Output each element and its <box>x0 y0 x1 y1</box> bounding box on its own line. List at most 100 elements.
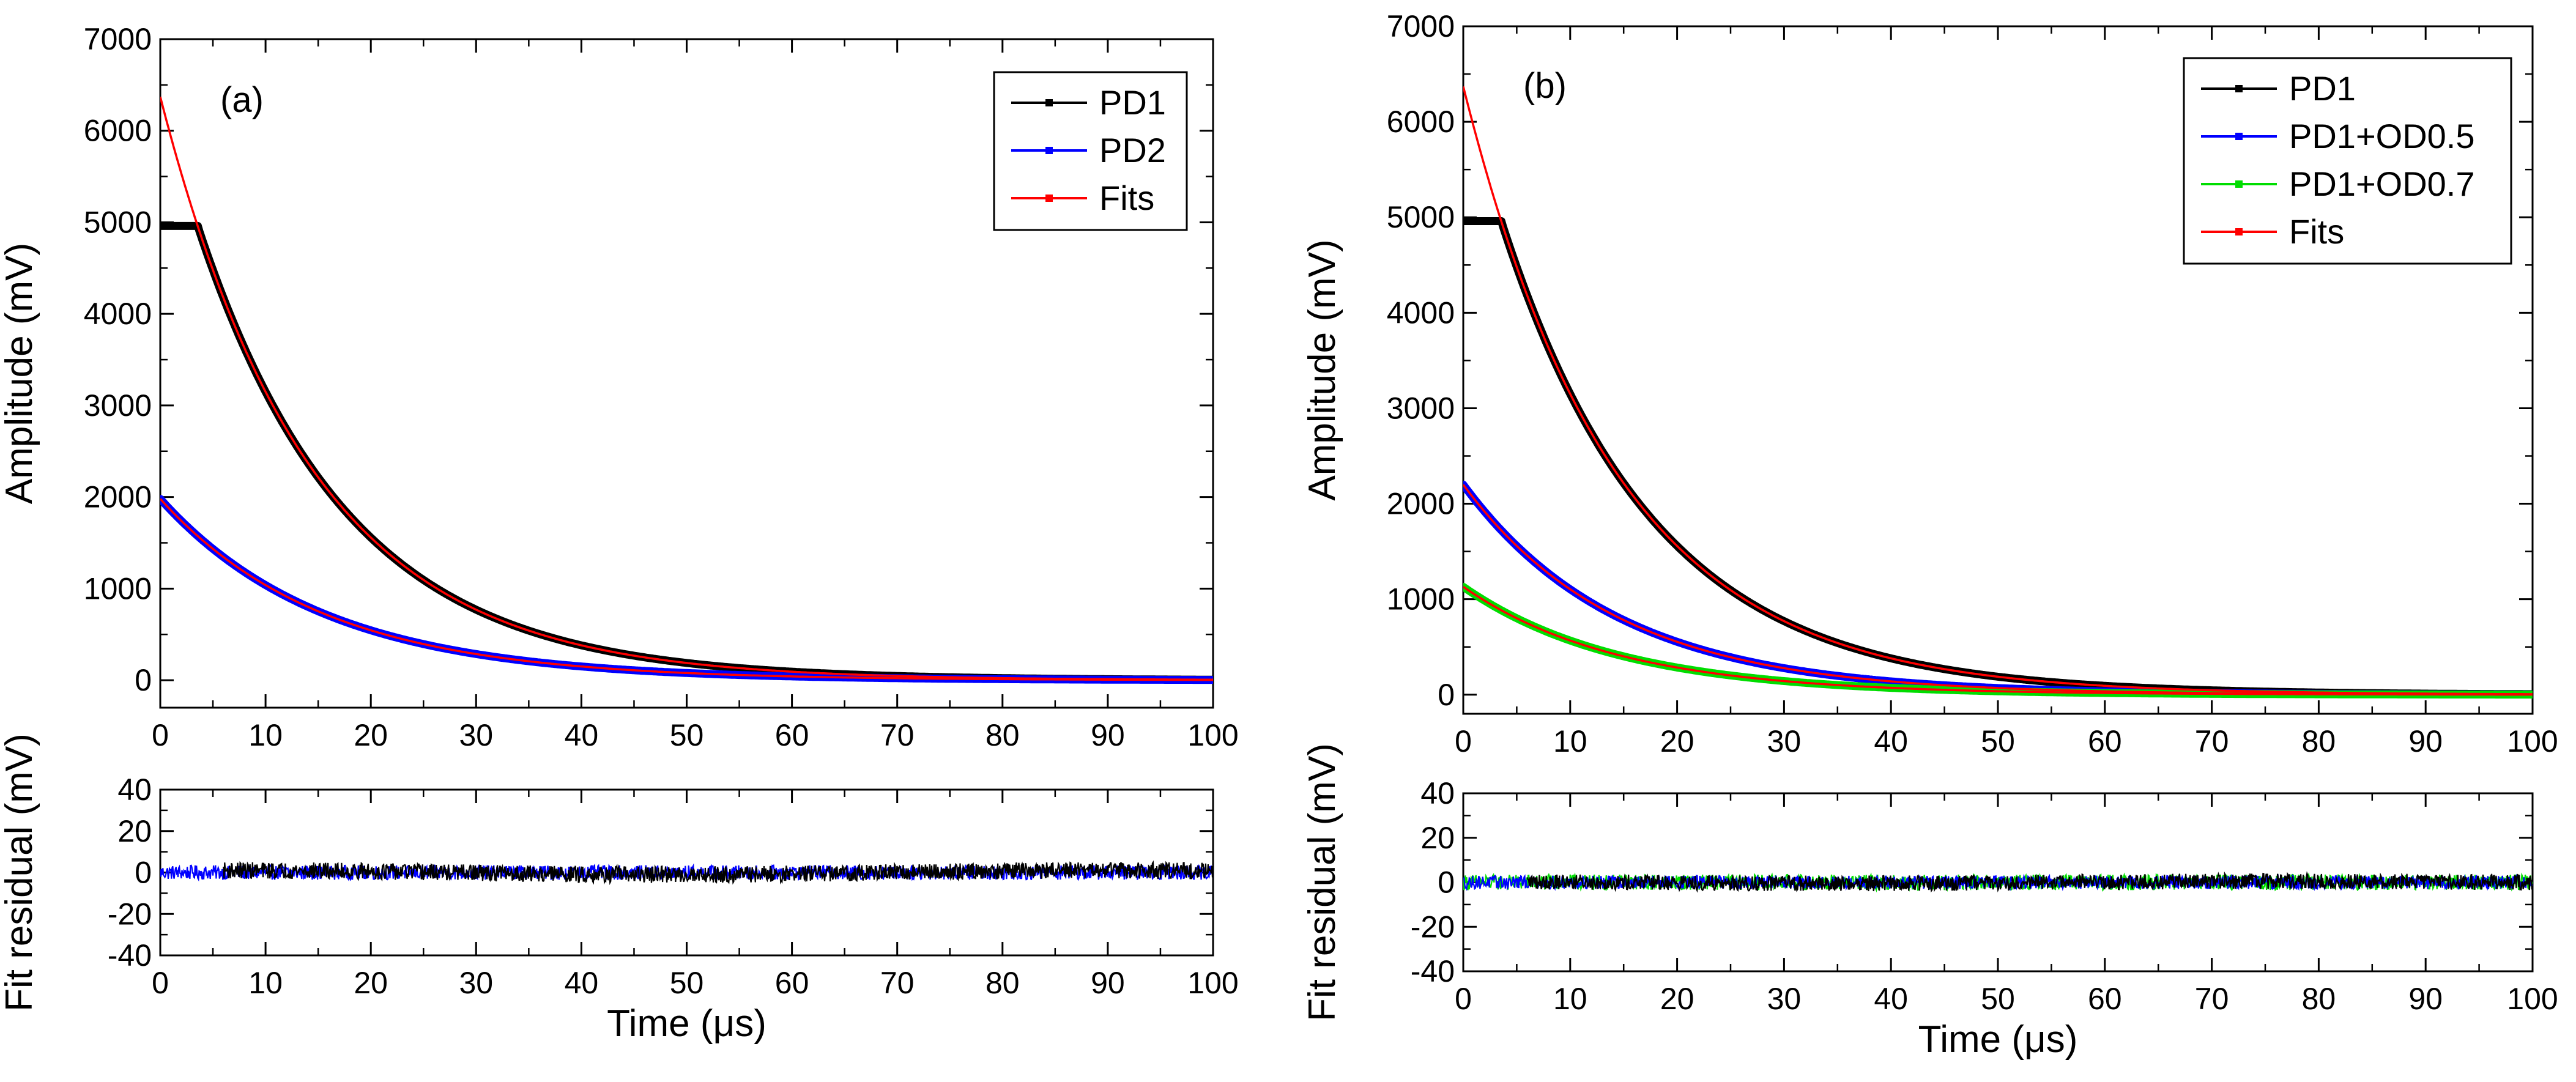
panel-b-main-x-tick-label: 100 <box>2507 724 2558 758</box>
panel-b-main-x-tick-label: 10 <box>1553 724 1587 758</box>
panel-a: 0 10 20 30 40 50 60 70 80 90 100010002000300040005… <box>0 22 1239 1045</box>
panel-a-label: (a) <box>220 80 264 120</box>
panel-a-residual-series <box>160 860 1213 886</box>
panel-a-main-y-tick-label: 5000 <box>84 205 152 239</box>
panel-a-main-y-tick-label: 6000 <box>84 114 152 148</box>
panel-b-residual-x-tick-label: 70 <box>2195 982 2229 1016</box>
panel-b-main-y-axis-title: Amplitude (mV) <box>1301 239 1343 500</box>
legend-label: Fits <box>1099 179 1154 217</box>
panel-a-residual-x-tick-label: 30 <box>459 966 493 1000</box>
panel-a-residual-x-tick-label: 50 <box>670 966 704 1000</box>
panel-a-residual-x-tick-label: 70 <box>880 966 915 1000</box>
panel-b-residual-x-tick-label: 60 <box>2088 982 2122 1016</box>
panel-b-main-y-tick-label: 4000 <box>1387 295 1455 330</box>
panel-b-residual-x-tick-label: 50 <box>1981 982 2015 1016</box>
panel-a-main-x-tick-label: 60 <box>775 718 809 752</box>
panel-b-residual-y-tick-label: -20 <box>1411 910 1455 944</box>
fit-curve-2 <box>1463 585 2533 696</box>
panel-a-main-series <box>160 96 1213 684</box>
residual-series-pd1 <box>223 860 1213 886</box>
panel-b-x-axis-title: Time (μs) <box>1918 1018 2078 1061</box>
panel-b-main-y-tick-label: 2000 <box>1387 487 1455 521</box>
legend-swatch-marker <box>2235 85 2243 92</box>
panel-a-residual-x-tick-label: 60 <box>775 966 809 1000</box>
panel-a-residual-x-tick-label: 90 <box>1091 966 1125 1000</box>
panel-b-residual-y-tick-label: -40 <box>1411 954 1455 988</box>
residual-series-pd1-od0-5 <box>1463 873 2533 892</box>
legend-label: PD1 <box>1099 83 1166 122</box>
panel-a-residual-y-axis-title: Fit residual (mV) <box>0 733 40 1012</box>
panel-a-main-y-tick-label: 1000 <box>84 571 152 606</box>
panel-b-main-x-tick-label: 50 <box>1981 724 2015 758</box>
panel-b-residual-plot: 0 10 20 30 40 50 60 70 80 90 100 -40 -20 0 20 40 Fit res… <box>1301 743 2558 1061</box>
panel-a-main-x-tick-label: 100 <box>1187 718 1238 752</box>
panel-a-main-y-axis-title: Amplitude (mV) <box>0 243 40 504</box>
panel-b-residual-x-tick-label: 30 <box>1767 982 1802 1016</box>
data-series-pd1-od0-5 <box>1463 480 2533 698</box>
panel-a-main-x-tick-label: 40 <box>565 718 599 752</box>
panel-a-x-axis-title: Time (μs) <box>607 1002 766 1045</box>
legend-swatch-marker <box>1045 99 1053 106</box>
panel-a-residual-y-tick-label: 0 <box>135 856 152 890</box>
panel-a-main-x-tick-label: 70 <box>880 718 915 752</box>
panel-a-residual-x-tick-label: 100 <box>1187 966 1238 1000</box>
panel-a-main-y-tick-label: 0 <box>135 663 152 697</box>
panel-b-main-x-tick-label: 30 <box>1767 724 1802 758</box>
panel-b-main-series <box>1463 86 2533 699</box>
panel-a-residual-x-tick-label: 80 <box>985 966 1020 1000</box>
panel-b-residual-x-tick-label: 10 <box>1553 982 1587 1016</box>
panel-b-main-y-tick-label: 5000 <box>1387 200 1455 234</box>
panel-b-main-x-tick-label: 40 <box>1874 724 1908 758</box>
panel-b-residual-x-tick-label: 20 <box>1660 982 1694 1016</box>
panel-a-residual-y-tick-label: 40 <box>117 773 152 807</box>
data-series-pd2 <box>160 495 1213 684</box>
panel-b-residual-x-tick-label: 40 <box>1874 982 1908 1016</box>
legend-label: PD1 <box>2289 69 2356 108</box>
fit-curve-1 <box>160 498 1213 681</box>
panel-b-residual-x-tick-label: 100 <box>2507 982 2558 1016</box>
panel-b-main-x-tick-label: 70 <box>2195 724 2229 758</box>
panel-b-residual-x-tick-label: 80 <box>2302 982 2336 1016</box>
panel-b-main-x-tick-label: 0 <box>1455 724 1472 758</box>
panel-a-main-x-tick-label: 90 <box>1091 718 1125 752</box>
panel-a-main-y-tick-label: 3000 <box>84 388 152 423</box>
panel-a-main-y-tick-label: 2000 <box>84 480 152 514</box>
legend-swatch-marker <box>2235 228 2243 235</box>
panel-a-main-x-tick-label: 10 <box>248 718 283 752</box>
legend-swatch-marker <box>1045 195 1053 202</box>
panel-b-main-x-tick-label: 20 <box>1660 724 1694 758</box>
panel-b-label: (b) <box>1523 66 1567 106</box>
legend-swatch-marker <box>2235 180 2243 188</box>
panel-a-main-x-tick-label: 50 <box>670 718 704 752</box>
panel-a-residual-x-tick-label: 40 <box>565 966 599 1000</box>
legend-label: PD1+OD0.5 <box>2289 117 2475 155</box>
panel-b: 0 10 20 30 40 50 60 70 80 90 100010002000300040005… <box>1301 9 2558 1061</box>
residual-series-pd1 <box>1526 871 2533 893</box>
panel-b-residual-series <box>1463 871 2533 893</box>
panel-a-legend: PD1 PD2 Fits <box>993 71 1188 231</box>
legend-swatch-marker <box>1045 147 1053 154</box>
panel-b-main-y-tick-label: 1000 <box>1387 582 1455 617</box>
panel-b-main-x-tick-label: 80 <box>2302 724 2336 758</box>
panel-a-main-x-tick-label: 30 <box>459 718 493 752</box>
panel-b-main-y-tick-label: 0 <box>1438 678 1455 712</box>
panel-a-main-y-tick-label: 4000 <box>84 297 152 331</box>
fit-curve-1 <box>1463 484 2533 696</box>
panel-a-residual-y-tick-label: 20 <box>117 814 152 848</box>
panel-b-main-y-tick-label: 7000 <box>1387 9 1455 43</box>
panel-a-main-x-tick-label: 0 <box>152 718 169 752</box>
panel-a-main-x-tick-label: 80 <box>985 718 1020 752</box>
panel-b-residual-x-tick-label: 90 <box>2408 982 2443 1016</box>
panel-b-main-x-tick-label: 90 <box>2408 724 2443 758</box>
panel-b-legend: PD1 PD1+OD0.5 PD1+OD0.7 Fits <box>2183 57 2512 265</box>
panel-a-main-x-tick-label: 20 <box>354 718 388 752</box>
panel-a-residual-plot: 0 10 20 30 40 50 60 70 80 90 100 -40 -20 0 20 40 Fit res… <box>0 733 1239 1045</box>
panel-b-residual-y-tick-label: 0 <box>1438 865 1455 900</box>
panel-a-residual-x-tick-label: 20 <box>354 966 388 1000</box>
panel-a-main-y-tick-label: 7000 <box>84 22 152 56</box>
panel-b-residual-y-tick-label: 20 <box>1420 821 1455 855</box>
legend-swatch-marker <box>2235 133 2243 140</box>
legend-label: PD1+OD0.7 <box>2289 165 2475 203</box>
panel-b-main-x-tick-label: 60 <box>2088 724 2122 758</box>
